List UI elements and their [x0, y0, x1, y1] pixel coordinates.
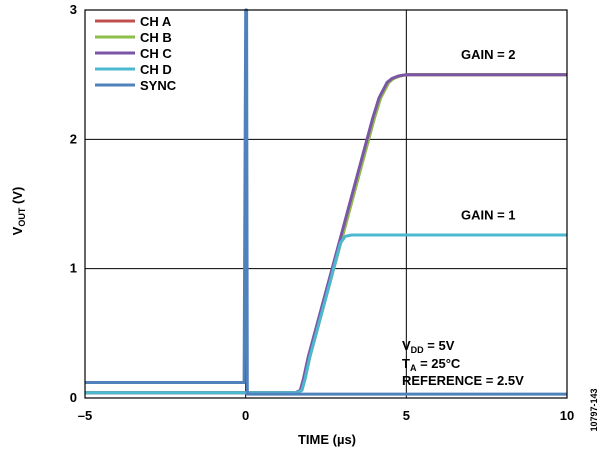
figure-id: 10797-143: [589, 388, 599, 431]
y-axis-label-unit: (V): [10, 187, 25, 208]
annotations: GAIN = 2 GAIN = 1: [461, 47, 516, 222]
condition-ta: TA = 25°C: [402, 356, 461, 373]
y-tick-label: 2: [70, 131, 77, 146]
legend-label-ch-d: CH D: [140, 62, 172, 77]
y-tick-label: 1: [70, 261, 77, 276]
plot-frame: [84, 9, 568, 399]
x-tick-label: 10: [560, 408, 574, 423]
x-axis-label: TIME (µs): [298, 432, 356, 447]
x-tick-label: 0: [242, 408, 249, 423]
series-ch-d: [85, 233, 567, 395]
y-axis-label-main: V: [10, 226, 25, 235]
condition-reference: REFERENCE = 2.5V: [402, 373, 524, 388]
series-ch-c: [85, 73, 567, 395]
legend-label-ch-a: CH A: [140, 14, 172, 29]
y-tick-label: 3: [70, 2, 77, 17]
legend-label-ch-c: CH C: [140, 46, 172, 61]
x-tick-label: 5: [403, 408, 410, 423]
gain-annotation: GAIN = 2: [461, 47, 516, 62]
condition-vdd: VDD = 5V: [402, 338, 455, 355]
y-axis-label-sub: OUT: [17, 207, 27, 227]
y-axis-label: VOUT (V): [10, 187, 27, 236]
gain-annotation: GAIN = 1: [461, 208, 516, 223]
y-tick-label: 0: [70, 390, 77, 405]
test-conditions: VDD = 5V TA = 25°C REFERENCE = 2.5V: [402, 338, 524, 388]
legend-label-ch-b: CH B: [140, 30, 172, 45]
x-tick-label: –5: [78, 408, 92, 423]
x-tick-labels: –5 0 5 10: [78, 408, 574, 423]
y-tick-labels: 0 1 2 3: [70, 2, 77, 405]
legend-label-sync: SYNC: [140, 78, 177, 93]
